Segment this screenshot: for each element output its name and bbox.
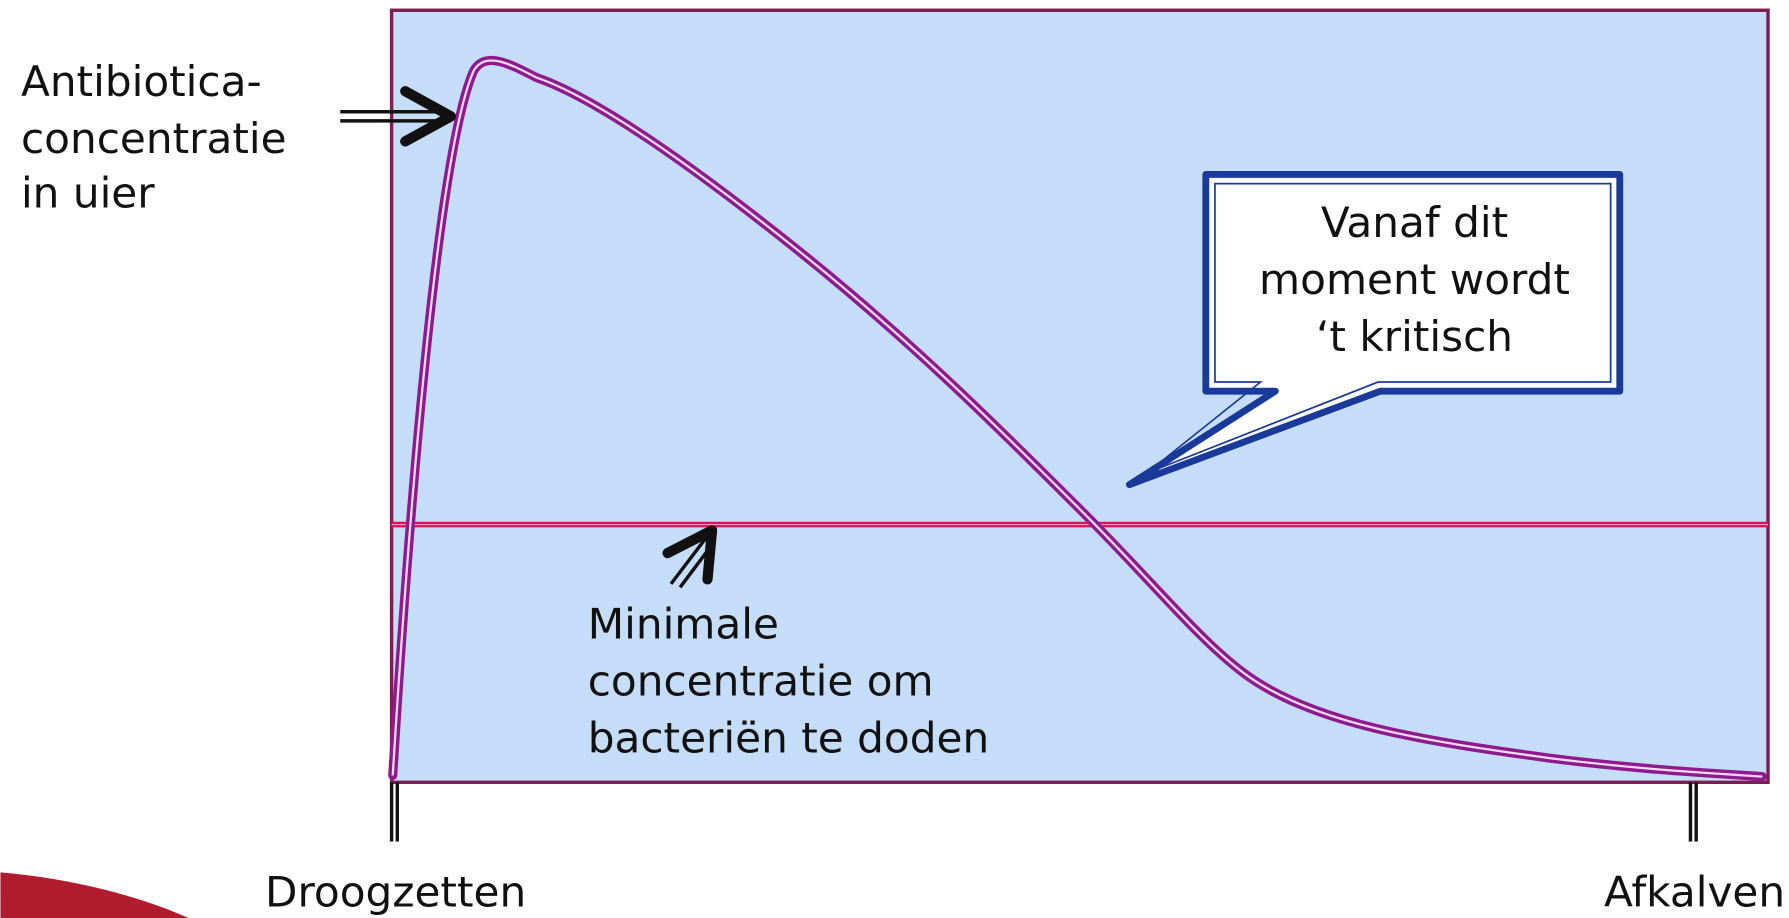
callout-text: ‘t kritisch: [1316, 312, 1513, 361]
end-label: Afkalven: [1604, 868, 1785, 917]
curve-highlight: [391, 59, 1763, 778]
threshold-label: concentratie om: [588, 657, 934, 706]
threshold-label: Minimale: [588, 600, 779, 649]
decor-swoosh: [0, 872, 189, 918]
curve-arrow: [340, 86, 457, 147]
threshold-label: bacteriën te doden: [588, 714, 989, 763]
callout-text: Vanaf dit: [1321, 198, 1508, 247]
start-label: Droogzetten: [265, 868, 526, 917]
plot-area: [389, 8, 1770, 785]
callout: [1125, 171, 1624, 489]
curve-label: Antibiotica-: [21, 57, 262, 106]
threshold-arrow: [662, 525, 718, 589]
curve-label: in uier: [21, 169, 155, 218]
callout-text: moment wordt: [1259, 255, 1570, 304]
curve-label: concentratie: [21, 114, 287, 163]
